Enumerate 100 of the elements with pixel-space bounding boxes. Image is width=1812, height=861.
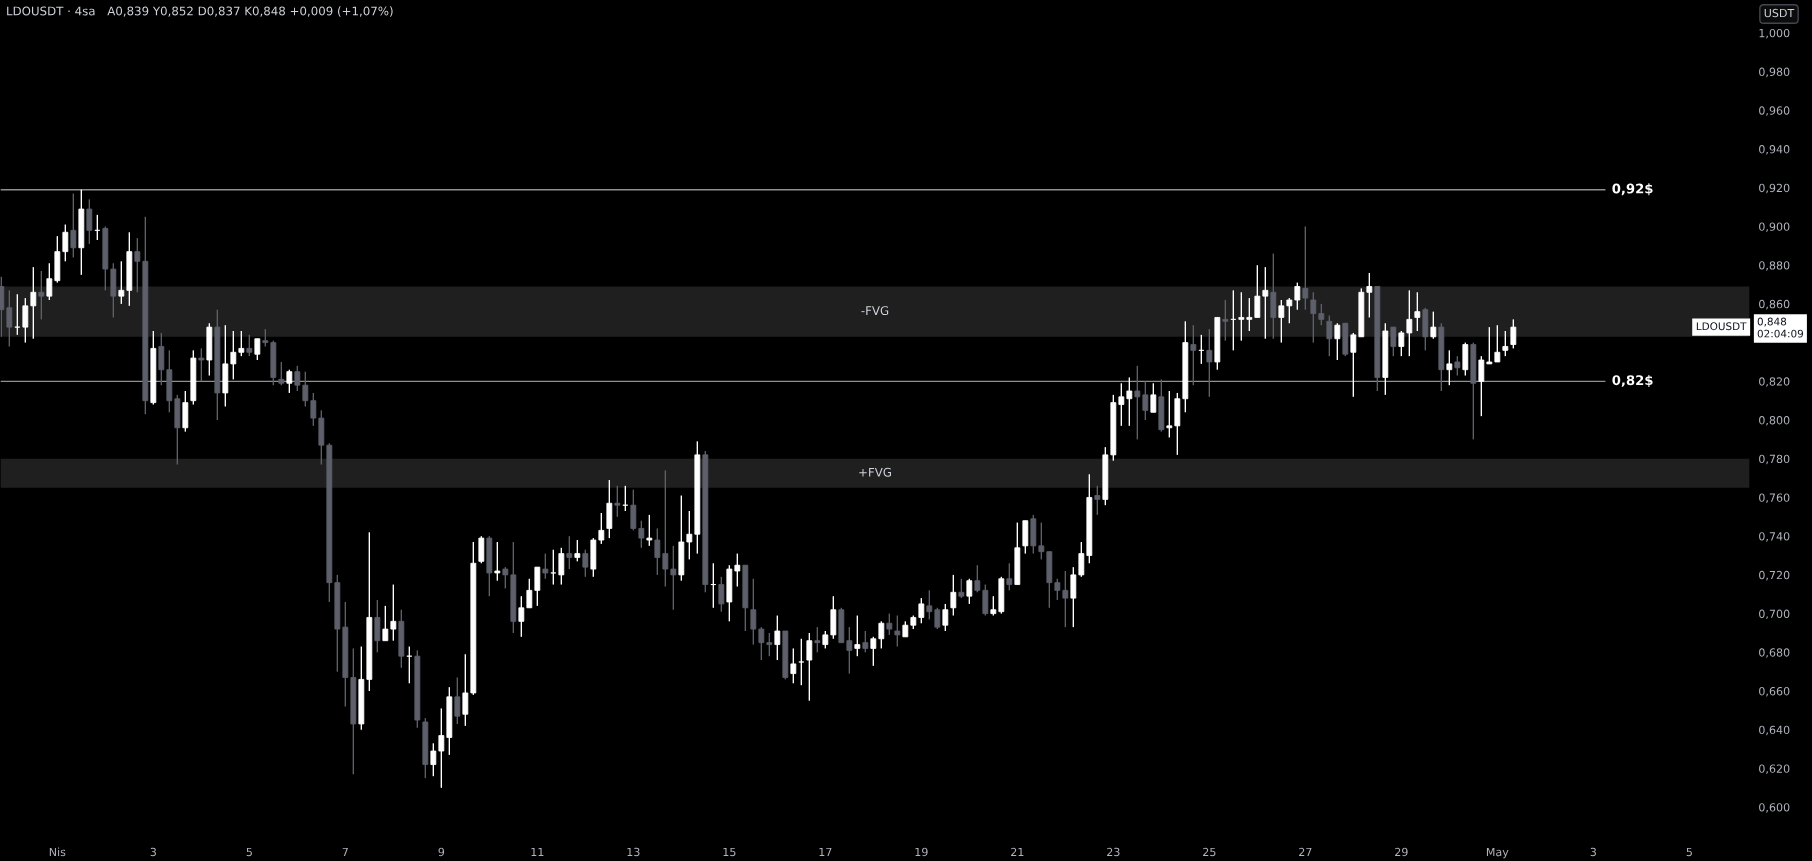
candlestick bbox=[6, 289, 13, 348]
x-tick-label: 29 bbox=[1395, 847, 1408, 857]
candlestick bbox=[798, 638, 805, 686]
candlestick bbox=[198, 347, 205, 383]
candlestick bbox=[1430, 310, 1437, 340]
candlestick bbox=[862, 630, 869, 654]
candlestick bbox=[118, 260, 125, 305]
candlestick bbox=[1078, 541, 1085, 578]
candlestick bbox=[718, 576, 725, 613]
y-tick-label: 0,780 bbox=[1759, 454, 1790, 465]
band-label: +FVG bbox=[859, 467, 891, 477]
candlestick bbox=[1502, 330, 1509, 357]
candlestick bbox=[886, 612, 893, 636]
candlestick bbox=[686, 510, 693, 561]
y-tick-label: 0,680 bbox=[1759, 648, 1790, 658]
candlestick bbox=[518, 595, 525, 638]
candlestick bbox=[14, 293, 21, 336]
candlestick bbox=[814, 626, 821, 654]
candlestick bbox=[790, 647, 797, 684]
y-axis-title: USDT bbox=[1764, 8, 1795, 18]
candlestick bbox=[950, 574, 957, 617]
candlestick bbox=[1318, 303, 1325, 326]
candlestick bbox=[1006, 562, 1013, 592]
candlestick bbox=[1070, 566, 1077, 628]
candlestick bbox=[558, 547, 565, 586]
x-tick-label: 7 bbox=[342, 847, 348, 856]
candlestick bbox=[286, 369, 293, 394]
candlestick bbox=[1118, 382, 1125, 427]
candlestick bbox=[502, 566, 509, 590]
candlestick bbox=[654, 527, 661, 576]
candlestick bbox=[430, 742, 437, 777]
candlestick bbox=[734, 552, 741, 588]
candlestick bbox=[1278, 299, 1285, 344]
candlestick bbox=[1150, 382, 1157, 413]
candlestick bbox=[1486, 326, 1493, 365]
candlestick bbox=[1166, 390, 1173, 439]
text: 0,848 02:04:09 bbox=[1757, 317, 1804, 338]
candlestick bbox=[846, 626, 853, 675]
candlestick bbox=[662, 469, 669, 588]
candlestick bbox=[1350, 332, 1357, 398]
chart-title: LDOUSDT · 4sa bbox=[7, 6, 95, 16]
x-tick-label: 5 bbox=[1686, 847, 1692, 857]
y-tick-label: 0,940 bbox=[1759, 145, 1790, 155]
candlestick bbox=[774, 614, 781, 661]
y-tick-label: 0,620 bbox=[1759, 764, 1790, 774]
candlestick bbox=[614, 485, 621, 518]
candlestick bbox=[1190, 324, 1197, 386]
y-tick-label: 0,800 bbox=[1759, 416, 1790, 426]
y-tick-label: 0,600 bbox=[1759, 803, 1790, 813]
x-tick-label: 17 bbox=[819, 847, 832, 856]
candlestick bbox=[670, 545, 677, 611]
candlestick bbox=[1206, 328, 1213, 398]
candlestick bbox=[1126, 376, 1133, 427]
candlestick bbox=[382, 605, 389, 642]
candlestick bbox=[1510, 318, 1517, 350]
y-tick-label: 0,960 bbox=[1759, 106, 1790, 116]
candlestick bbox=[990, 595, 997, 617]
candlestick bbox=[974, 564, 981, 593]
y-tick-label: 0,860 bbox=[1759, 299, 1790, 310]
y-tick-label: 0,920 bbox=[1759, 183, 1790, 194]
y-tick-label: 0,880 bbox=[1759, 261, 1790, 271]
x-tick-label: 3 bbox=[150, 847, 156, 857]
candlestick bbox=[574, 539, 581, 563]
y-tick-label: 0,900 bbox=[1759, 222, 1790, 232]
candlestick bbox=[478, 535, 485, 564]
candlestick bbox=[1294, 281, 1301, 311]
candlestick bbox=[1062, 570, 1069, 628]
y-tick-label: 0,640 bbox=[1759, 725, 1790, 736]
candlestick bbox=[278, 361, 285, 386]
candlestick bbox=[1142, 380, 1149, 421]
candlestick bbox=[966, 578, 973, 605]
y-tick-label: 0,980 bbox=[1759, 67, 1790, 78]
candlestick bbox=[934, 607, 941, 630]
candlestick bbox=[1414, 291, 1421, 332]
candlestick bbox=[46, 262, 53, 301]
candlestick bbox=[646, 514, 653, 547]
y-tick-label: 1,000 bbox=[1759, 28, 1790, 39]
candlestick bbox=[390, 583, 397, 642]
candlestick bbox=[878, 620, 885, 650]
candlestick bbox=[30, 266, 37, 340]
candlestick bbox=[1238, 291, 1245, 342]
candlestick bbox=[438, 707, 445, 789]
candlestick bbox=[854, 614, 861, 657]
candlestick bbox=[582, 549, 589, 578]
candlestick bbox=[62, 223, 69, 263]
candlestick bbox=[550, 549, 557, 586]
candlestick bbox=[1302, 225, 1309, 311]
candlestick bbox=[0, 276, 5, 338]
candlestick bbox=[982, 583, 989, 617]
candlestick bbox=[230, 330, 237, 381]
candlestick bbox=[1454, 355, 1461, 377]
candlestick bbox=[1134, 365, 1141, 441]
candlestick bbox=[22, 297, 29, 344]
x-tick-label: 23 bbox=[1107, 847, 1120, 857]
candlestick bbox=[958, 578, 965, 599]
candlestick bbox=[238, 330, 245, 357]
candlestick bbox=[1222, 299, 1229, 342]
candlestick bbox=[1494, 324, 1501, 363]
band-label: -FVG bbox=[861, 306, 889, 316]
candlestick bbox=[1326, 314, 1333, 357]
